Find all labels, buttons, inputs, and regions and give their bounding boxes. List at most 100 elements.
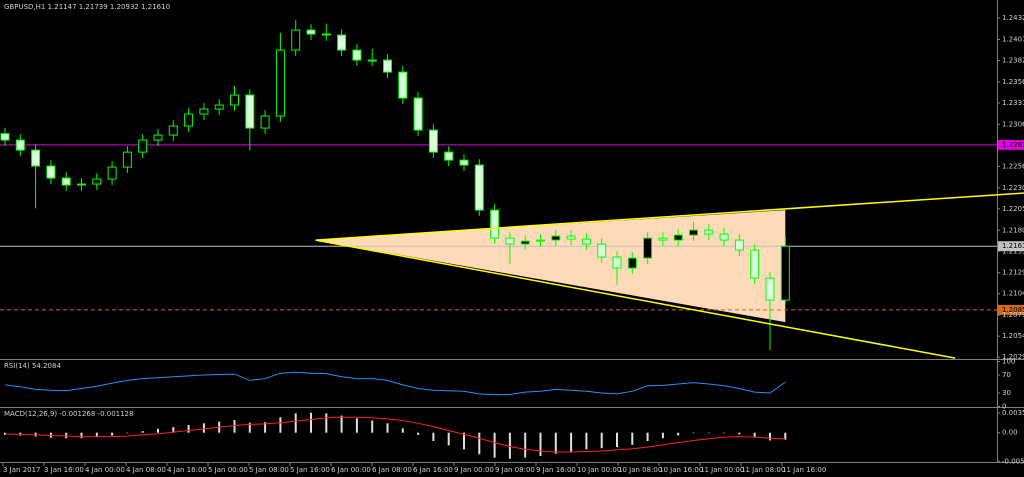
x-tick-label: 11 Jan 08:00 — [741, 466, 785, 474]
candle-body — [107, 166, 117, 180]
macd-bar — [294, 413, 297, 433]
y-tick-label: 1.23060 — [1002, 120, 1024, 128]
macd-bar — [463, 432, 465, 450]
macd-bar — [661, 432, 664, 439]
y-tick-label: 1.22055 — [1002, 205, 1024, 213]
macd-bar — [401, 428, 404, 433]
price-level-label: 1.22816 — [1002, 141, 1024, 149]
x-tick-label: 10 Jan 16:00 — [659, 466, 703, 474]
macd-bar — [279, 417, 282, 433]
candle-body — [428, 129, 438, 153]
macd-bar — [478, 432, 481, 455]
macd-bar — [172, 427, 175, 433]
y-tick-label: 1.21550 — [1002, 247, 1024, 255]
candle-body — [275, 49, 285, 117]
candle-body — [0, 133, 10, 141]
price-level-box — [998, 304, 1024, 315]
macd-bar — [432, 432, 435, 441]
y-tick-label: 1.21295 — [1002, 269, 1024, 277]
macd-signal — [4, 416, 786, 453]
x-tick-label: 4 Jan 00:00 — [85, 466, 125, 474]
macd-bar — [386, 423, 389, 433]
x-tick-label: 9 Jan 00:00 — [454, 466, 494, 474]
macd-bar — [677, 432, 680, 436]
candle-body — [122, 151, 132, 168]
price-level-label: 1.20852 — [1002, 306, 1024, 314]
macd-bar — [539, 432, 542, 456]
macd-bar — [631, 432, 634, 445]
candle-body — [383, 59, 392, 73]
candle-body — [153, 134, 163, 141]
candle-body — [306, 29, 316, 35]
candle-body — [520, 240, 530, 245]
overlay: 1.22816 1.21610 1.20852 — [315, 139, 1024, 359]
y-tick-label: 1.20290 — [1002, 353, 1024, 361]
macd-bar — [769, 432, 771, 441]
candle-body — [61, 177, 71, 186]
candle-body — [612, 256, 622, 269]
trendline — [315, 192, 1024, 241]
candle-body — [627, 257, 637, 269]
candle-body — [581, 238, 591, 245]
candle-body — [245, 94, 255, 129]
candle-body — [750, 249, 760, 279]
x-tick-label: 5 Jan 16:00 — [290, 466, 330, 474]
chart-title: GBPUSD,H1 1.21147 1.21739 1.20932 1.2161… — [4, 3, 170, 11]
y-tick-label: 1.20540 — [1002, 332, 1024, 340]
macd-bar — [784, 432, 787, 440]
price-level-box — [998, 241, 1024, 252]
y-tick-label: 1.24325 — [1002, 14, 1024, 22]
x-tick-label: 6 Jan 08:00 — [372, 466, 412, 474]
x-tick-label: 3 Jan 16:00 — [44, 466, 84, 474]
candle-body — [199, 108, 209, 115]
macd-bar — [447, 432, 450, 446]
x-tick-label: 5 Jan 00:00 — [208, 466, 248, 474]
candle-body — [138, 139, 148, 153]
macd-bar — [80, 432, 83, 439]
macd-bar — [233, 420, 236, 433]
macd-bar — [723, 432, 726, 434]
rsi-line — [4, 371, 786, 396]
y-tick-label: 1.23565 — [1002, 78, 1024, 86]
macd-bar — [692, 432, 695, 434]
x-tick-label: 4 Jan 16:00 — [167, 466, 207, 474]
macd-bar — [707, 432, 710, 434]
macd-bar — [585, 432, 588, 450]
macd-bar — [508, 432, 511, 459]
candle-body — [658, 237, 668, 241]
macd-bar — [493, 432, 496, 458]
macd-bar — [65, 432, 68, 439]
candle-body — [321, 33, 331, 36]
y-tick-label: 1.21045 — [1002, 290, 1024, 298]
candle-body — [474, 164, 484, 211]
y-tick-label: 1.22305 — [1002, 184, 1024, 192]
macd-bar — [417, 432, 420, 435]
macd-bar — [753, 432, 756, 438]
y-tick-label: -0.005171 — [1002, 457, 1024, 465]
y-tick-label: 1.24070 — [1002, 35, 1024, 43]
candle-body — [689, 229, 698, 236]
x-tick-label: 10 Jan 08:00 — [618, 466, 662, 474]
macd-title: MACD(12,26,9) -0.001268 -0.001128 — [4, 410, 133, 418]
x-tick-label: 9 Jan 08:00 — [495, 466, 535, 474]
macd-bar — [126, 432, 129, 434]
candle-body — [337, 34, 347, 51]
macd-bar — [111, 432, 114, 436]
candle-body — [230, 94, 239, 106]
y-tick-label: 30 — [1002, 389, 1011, 397]
candle-body — [184, 113, 194, 127]
candle-body — [367, 59, 377, 62]
macd-bar — [95, 432, 98, 438]
y-tick-label: 1.23315 — [1002, 99, 1024, 107]
x-tick-label: 9 Jan 16:00 — [536, 466, 576, 474]
candle-body — [398, 71, 408, 99]
candle-body — [31, 149, 41, 167]
macd-bar — [616, 432, 618, 448]
x-tick-label: 3 Jan 2017 — [3, 466, 41, 474]
candle-body — [490, 209, 500, 239]
y-tick-label: 70 — [1002, 371, 1011, 379]
candle-body — [780, 245, 790, 301]
candle-body — [260, 115, 270, 129]
candle-body — [459, 159, 469, 166]
x-tick-label: 10 Jan 00:00 — [577, 466, 621, 474]
